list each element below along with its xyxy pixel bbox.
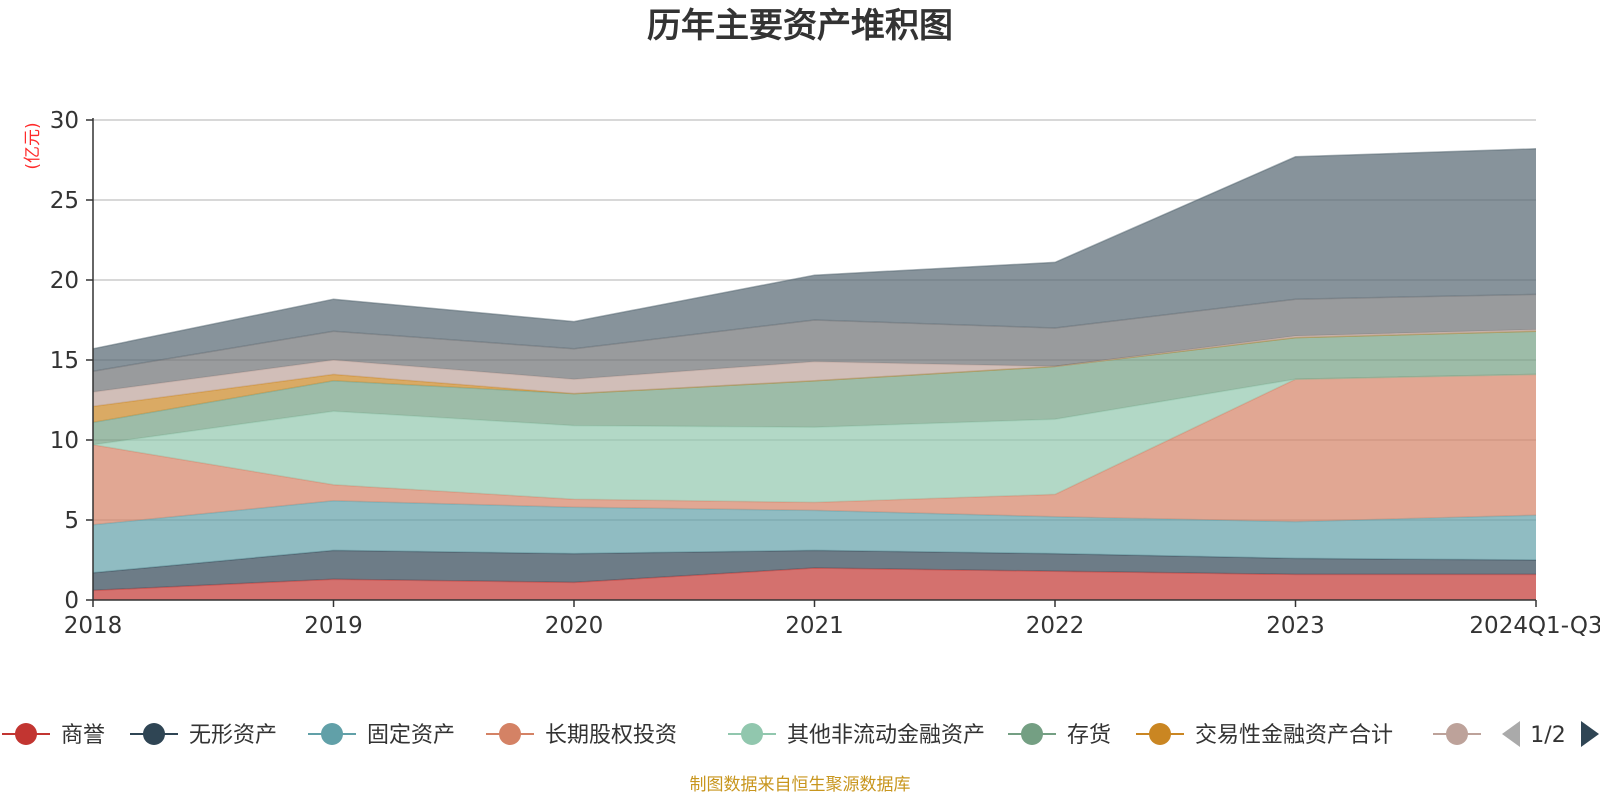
x-tick-label: 2019	[304, 613, 363, 639]
legend-item-7[interactable]: 交易性金融资产合计	[1136, 723, 1393, 748]
legend-item-4[interactable]: 长期股权投资	[486, 723, 677, 748]
next-page-arrow-icon[interactable]	[1581, 721, 1599, 747]
legend-label: 长期股权投资	[545, 723, 677, 748]
area-series-9	[93, 294, 1536, 392]
legend-circle-icon	[1021, 723, 1043, 745]
y-tick-label: 30	[50, 108, 79, 134]
legend: 商誉 无形资产 固定资产 长期股权投资 其他非流动金融资产 存货 交易性金融资产合计 1/2	[2, 721, 1599, 748]
legend-label: 无形资产	[189, 723, 277, 748]
legend-label: 交易性金融资产合计	[1195, 723, 1393, 748]
area-series-1	[93, 568, 1536, 600]
x-tick-label: 2020	[545, 613, 604, 639]
legend-pager: 1/2	[1502, 721, 1599, 748]
x-tick-label: 2022	[1026, 613, 1085, 639]
y-tick-label: 20	[50, 268, 79, 294]
area-series-6	[93, 331, 1536, 445]
prev-page-arrow-icon[interactable]	[1502, 721, 1520, 747]
area-series-2	[93, 550, 1536, 591]
x-tick-label: 2024Q1-Q3	[1469, 613, 1600, 639]
legend-item-1[interactable]: 商誉	[2, 723, 105, 748]
legend-item-8[interactable]	[1433, 723, 1481, 745]
legend-label: 存货	[1067, 723, 1111, 748]
legend-circle-icon	[1149, 723, 1171, 745]
legend-circle-icon	[499, 723, 521, 745]
legend-circle-icon	[15, 723, 37, 745]
area-series-edge-10	[92, 148, 1537, 350]
area-series-4	[93, 374, 1536, 525]
y-tick-label: 25	[50, 188, 79, 214]
data-source-note: 制图数据来自恒生聚源数据库	[690, 775, 911, 795]
x-tick-label: 2023	[1266, 613, 1325, 639]
legend-item-2[interactable]: 无形资产	[130, 723, 277, 748]
legend-label: 商誉	[61, 723, 105, 748]
legend-circle-icon	[143, 723, 165, 745]
y-axis-unit-label: (亿元)	[23, 122, 43, 169]
x-tick-label: 2021	[785, 613, 844, 639]
area-series-group	[92, 148, 1537, 600]
y-tick-label: 0	[64, 588, 79, 614]
legend-label: 固定资产	[367, 723, 455, 748]
legend-item-5[interactable]: 其他非流动金融资产	[728, 723, 985, 748]
legend-label: 其他非流动金融资产	[787, 723, 985, 748]
y-tick-label: 15	[50, 348, 79, 374]
area-series-5	[93, 374, 1536, 503]
legend-circle-icon	[1446, 723, 1468, 745]
y-tick-label: 10	[50, 428, 79, 454]
legend-page-indicator: 1/2	[1530, 723, 1565, 748]
area-series-8	[93, 329, 1536, 407]
axes: 0 5 10 15 20 25 30 2018 2019 2020 2021 2022 2023 2024…	[50, 108, 1600, 639]
legend-item-6[interactable]: 存货	[1008, 723, 1111, 748]
x-tick-label: 2018	[64, 613, 123, 639]
y-tick-label: 5	[64, 508, 79, 534]
legend-circle-icon	[741, 723, 763, 745]
area-series-3	[93, 500, 1536, 573]
chart-title: 历年主要资产堆积图	[647, 6, 953, 46]
legend-circle-icon	[321, 723, 343, 745]
legend-item-3[interactable]: 固定资产	[308, 723, 455, 748]
area-series-10	[93, 148, 1536, 372]
